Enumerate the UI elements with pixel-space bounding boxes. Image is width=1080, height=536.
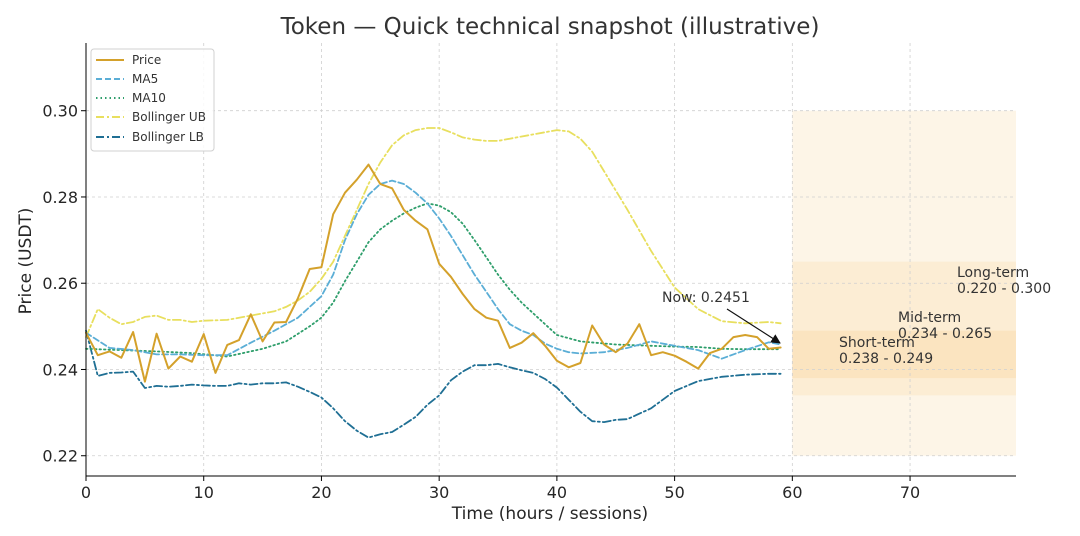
x-tick-label: 10 — [194, 483, 214, 502]
now-arrow — [726, 308, 781, 344]
series-group — [85, 127, 782, 439]
x-tick-label: 70 — [900, 483, 920, 502]
y-axis-label: Price (USDT) — [16, 208, 36, 315]
short-term-label: Short-term — [839, 335, 915, 351]
series-line-ma10 — [85, 202, 782, 358]
legend-label-price: Price — [132, 53, 161, 67]
y-tick-label: 0.24 — [42, 360, 78, 379]
y-tick-label: 0.26 — [42, 274, 78, 293]
short-term-range: 0.238 - 0.249 — [839, 351, 933, 367]
legend-label-bollinger-lb: Bollinger LB — [132, 130, 204, 144]
legend-item-bollinger-lb: Bollinger LB — [96, 130, 204, 144]
x-tick-label: 30 — [429, 483, 449, 502]
long-term-range: 0.220 - 0.300 — [957, 281, 1051, 297]
x-tick-label: 40 — [547, 483, 567, 502]
series-line-ma5 — [85, 179, 782, 360]
y-tick-label: 0.28 — [42, 188, 78, 207]
legend-label-ma5: MA5 — [132, 72, 158, 86]
x-tick-label: 0 — [81, 483, 91, 502]
forecast-region — [792, 110, 1016, 456]
y-tick-label: 0.22 — [42, 447, 78, 466]
annotations: Now: 0.2451 Long-term 0.220 - 0.300 Mid-… — [662, 265, 1051, 367]
series-line-price — [85, 163, 782, 383]
x-tick-label: 50 — [664, 483, 684, 502]
legend-item-price: Price — [96, 53, 161, 67]
now-annotation: Now: 0.2451 — [662, 290, 750, 306]
series-line-bollinger-lb — [85, 329, 782, 439]
x-tick-label: 60 — [782, 483, 802, 502]
mid-term-label: Mid-term — [898, 310, 961, 326]
legend-label-bollinger-ub: Bollinger UB — [132, 110, 206, 124]
legend: Price MA5 MA10 Bollinger UB Bollinger LB — [90, 48, 215, 152]
y-tick-label: 0.30 — [42, 102, 78, 121]
series-line-bollinger-ub — [85, 127, 782, 339]
legend-item-bollinger-ub: Bollinger UB — [96, 110, 206, 124]
legend-box — [90, 48, 215, 152]
long-term-label: Long-term — [957, 265, 1029, 281]
x-axis-label: Time (hours / sessions) — [451, 504, 648, 524]
legend-item-ma10: MA10 — [96, 91, 166, 105]
forecast-band-short-term — [792, 330, 1016, 379]
legend-item-ma5: MA5 — [96, 72, 158, 86]
axes: 0 10 20 30 40 50 60 70 0.22 0.24 0.26 0.28 0.30 — [42, 43, 1016, 502]
legend-label-ma10: MA10 — [132, 91, 166, 105]
x-tick-label: 20 — [311, 483, 331, 502]
mid-term-range: 0.234 - 0.265 — [898, 326, 992, 342]
chart-title: Token — Quick technical snapshot (illust… — [280, 14, 820, 40]
